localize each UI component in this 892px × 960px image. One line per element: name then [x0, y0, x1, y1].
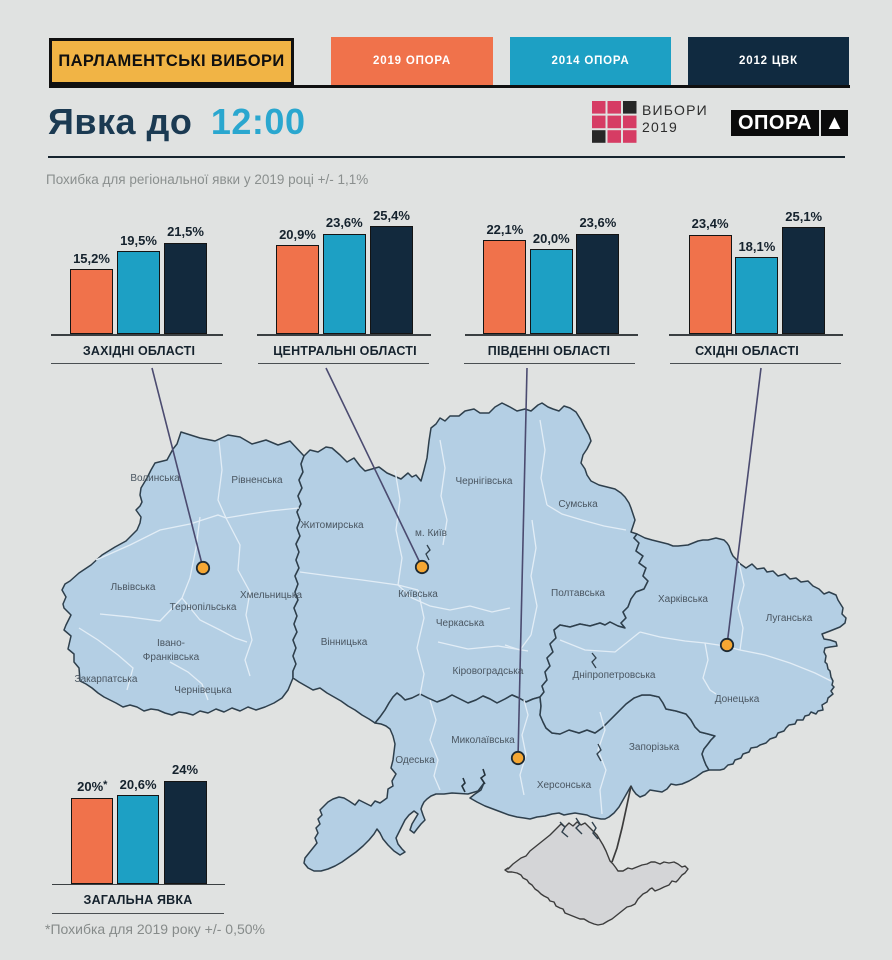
svg-text:Франківська: Франківська — [143, 652, 200, 663]
svg-text:Запорізька: Запорізька — [629, 742, 680, 753]
svg-text:Полтавська: Полтавська — [551, 588, 605, 599]
svg-text:Дніпропетровська: Дніпропетровська — [573, 670, 656, 681]
svg-text:Донецька: Донецька — [715, 694, 760, 705]
svg-text:Миколаївська: Миколаївська — [451, 735, 515, 746]
svg-text:Львівська: Львівська — [111, 582, 156, 593]
svg-text:Чернівецька: Чернівецька — [174, 685, 232, 696]
svg-text:Тернопільська: Тернопільська — [170, 602, 237, 613]
svg-text:Волинська: Волинська — [130, 473, 180, 484]
svg-text:Рівненська: Рівненська — [231, 475, 283, 486]
svg-text:Житомирська: Житомирська — [300, 520, 364, 531]
svg-text:Харківська: Харківська — [658, 594, 708, 605]
svg-text:Чернігівська: Чернігівська — [456, 476, 513, 487]
svg-text:Черкаська: Черкаська — [436, 618, 485, 629]
svg-text:Київська: Київська — [398, 589, 438, 600]
svg-text:Кіровоградська: Кіровоградська — [453, 666, 524, 677]
svg-text:Одеська: Одеська — [395, 755, 435, 766]
svg-text:Хмельницька: Хмельницька — [240, 590, 302, 601]
svg-text:Вінницька: Вінницька — [321, 637, 368, 648]
svg-text:Сумська: Сумська — [558, 499, 598, 510]
svg-text:Луганська: Луганська — [766, 613, 813, 624]
svg-text:Херсонська: Херсонська — [537, 780, 592, 791]
svg-text:м. Київ: м. Київ — [415, 528, 447, 539]
svg-text:Закарпатська: Закарпатська — [75, 674, 138, 685]
svg-text:Івано-: Івано- — [157, 638, 185, 649]
